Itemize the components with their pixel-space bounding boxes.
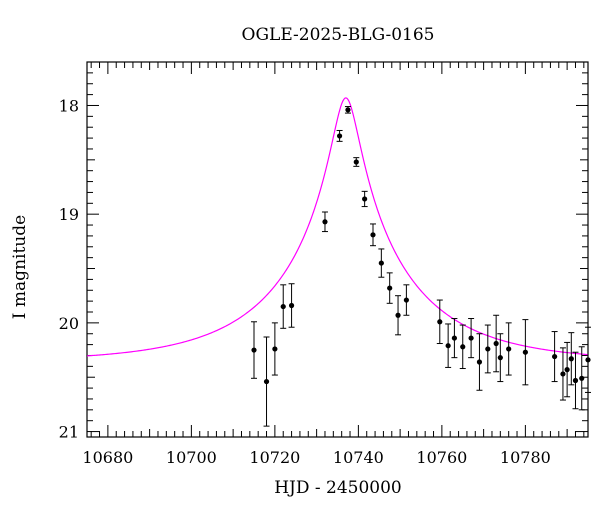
point-marker [403, 297, 409, 303]
axis-ticks [87, 61, 588, 437]
data-point [459, 324, 466, 370]
plot-frame [86, 61, 589, 438]
data-point [251, 321, 257, 379]
data-point [551, 331, 558, 383]
x-tick-label: 10760 [416, 448, 467, 467]
point-marker [263, 378, 270, 385]
y-axis-label: I magnitude [10, 215, 30, 319]
point-marker [288, 302, 295, 309]
data-point [288, 283, 295, 328]
point-marker [522, 349, 528, 355]
point-marker [336, 133, 343, 139]
x-tick-label: 10700 [166, 448, 217, 467]
y-tick-label: 19 [59, 205, 79, 224]
data-point [468, 318, 475, 359]
point-marker [572, 377, 579, 384]
plot-area [86, 61, 589, 438]
data-point [497, 333, 504, 383]
point-marker [378, 260, 384, 266]
point-marker [485, 346, 491, 352]
data-point [451, 318, 458, 359]
data-point [585, 326, 591, 393]
data-point [378, 248, 385, 278]
x-tick-label: 10740 [333, 448, 384, 467]
point-marker [445, 343, 451, 349]
point-marker [395, 312, 401, 318]
x-tick-label: 10720 [249, 448, 300, 467]
y-tick-label: 18 [59, 96, 79, 115]
point-marker [568, 356, 574, 362]
point-marker [468, 335, 474, 341]
point-marker [497, 355, 503, 361]
point-marker [564, 367, 570, 373]
point-marker [579, 375, 585, 381]
data-point [344, 106, 351, 114]
y-tick-label: 20 [59, 314, 79, 333]
point-marker [345, 107, 351, 113]
point-marker [476, 359, 483, 365]
x-tick-label: 10680 [82, 448, 133, 467]
data-point [568, 332, 575, 386]
point-marker [251, 347, 257, 353]
point-marker [370, 232, 376, 238]
x-tick-label: 10780 [500, 448, 551, 467]
data-point [395, 295, 402, 336]
point-marker [353, 159, 359, 165]
x-axis-label: HJD - 2450000 [274, 478, 402, 498]
data-point [336, 129, 343, 142]
data-point [572, 351, 579, 410]
point-marker [552, 353, 558, 360]
point-marker [585, 357, 591, 363]
data-points [251, 106, 591, 427]
data-point [386, 272, 393, 304]
point-marker [560, 371, 566, 377]
data-point [271, 322, 278, 376]
point-marker [506, 346, 512, 352]
data-point [484, 324, 491, 374]
point-marker [493, 340, 499, 347]
point-marker [272, 346, 278, 352]
point-marker [451, 335, 457, 341]
data-point [353, 157, 360, 167]
data-point [493, 314, 500, 373]
data-point [436, 299, 443, 345]
data-point [403, 284, 410, 316]
point-marker [437, 319, 443, 325]
data-point [522, 319, 529, 386]
point-marker [280, 303, 286, 310]
data-point [369, 223, 376, 247]
data-point [559, 347, 566, 401]
y-tick-label: 21 [59, 423, 79, 442]
point-marker [322, 219, 328, 225]
data-point [361, 190, 368, 208]
data-point [564, 341, 571, 398]
data-point [280, 284, 287, 329]
model-curve [86, 97, 589, 357]
point-marker [460, 344, 466, 350]
data-point [578, 346, 585, 411]
data-point [476, 333, 483, 391]
point-marker [387, 285, 393, 291]
data-point [445, 323, 452, 368]
data-point [321, 211, 328, 233]
point-marker [362, 196, 368, 202]
data-point [505, 322, 512, 376]
data-point [263, 336, 270, 427]
chart-title: OGLE-2025-BLG-0165 [242, 25, 435, 45]
tick-labels: 10680 10700 10720 10740 10760 10780 18 19 20 21 [59, 96, 551, 467]
